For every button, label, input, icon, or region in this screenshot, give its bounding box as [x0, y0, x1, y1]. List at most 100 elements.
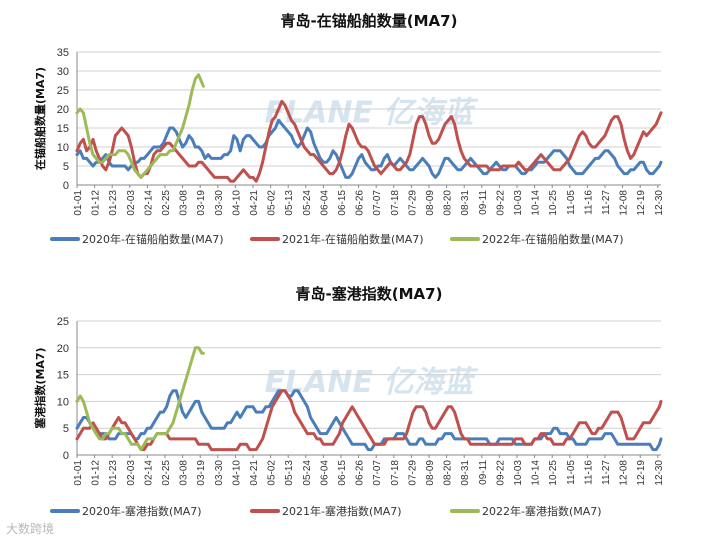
- x-tick-label: 01-12: [91, 460, 102, 486]
- x-tick-label: 01-23: [108, 190, 119, 216]
- x-tick-label: 12-30: [654, 190, 665, 216]
- x-tick-label: 11-27: [601, 190, 612, 215]
- y-tick-label: 15: [57, 370, 69, 382]
- y-tick-label: 5: [63, 423, 69, 435]
- y-tick-label: 30: [57, 66, 69, 78]
- x-tick-label: 02-14: [143, 460, 154, 486]
- series-line-1: [75, 389, 663, 452]
- x-tick-label: 08-31: [460, 460, 471, 486]
- series-line-3: [75, 73, 205, 179]
- x-tick-label: 11-27: [601, 460, 612, 485]
- x-tick-label: 12-08: [619, 190, 630, 216]
- series-line-1: [75, 118, 663, 179]
- x-tick-label: 02-25: [161, 460, 172, 486]
- y-tick-label: 20: [57, 343, 69, 355]
- legend-label-1: 2020年-塞港指数(MA7): [82, 504, 202, 518]
- y-tick-label: 10: [57, 396, 69, 408]
- x-tick-label: 07-29: [407, 460, 418, 486]
- x-tick-label: 08-20: [443, 460, 454, 486]
- x-tick-label: 05-02: [267, 190, 278, 216]
- x-tick-label: 05-13: [284, 190, 295, 216]
- x-tick-label: 12-19: [636, 190, 647, 216]
- x-tick-label: 03-08: [179, 190, 190, 216]
- x-tick-label: 02-03: [126, 190, 137, 216]
- chart-title: 青岛-在锚船舶数量(MA7): [281, 12, 458, 30]
- x-tick-label: 04-21: [249, 190, 260, 216]
- y-tick-label: 25: [57, 85, 69, 97]
- x-tick-label: 03-08: [179, 460, 190, 486]
- legend-label-2: 2021年-塞港指数(MA7): [282, 504, 402, 518]
- y-tick-label: 0: [63, 450, 69, 462]
- y-tick-label: 35: [57, 47, 69, 59]
- chart-panel-1: ELANE 亿海蓝 0 5 10 15 20 25 30 35 01-01 01-12 01-23 02…: [33, 12, 665, 246]
- legend-label-2: 2021年-在锚船舶数量(MA7): [282, 232, 424, 246]
- x-tick-label: 08-20: [443, 190, 454, 216]
- x-tick-label: 05-24: [302, 190, 313, 216]
- x-tick-label: 10-25: [548, 460, 559, 486]
- x-tick-label: 07-18: [390, 190, 401, 216]
- x-tick-label: 06-26: [355, 460, 366, 486]
- x-tick-label: 10-25: [548, 190, 559, 216]
- legend-label-3: 2022年-在锚船舶数量(MA7): [482, 232, 624, 246]
- x-tick-label: 11-16: [583, 190, 594, 215]
- x-tick-label: 10-03: [513, 190, 524, 216]
- x-tick-label: 07-07: [372, 460, 383, 486]
- y-tick-label: 20: [57, 104, 69, 116]
- chart-panel-2: ELANE 亿海蓝 0 5 10 15 20 25 01-01 01-12 01-23 02-03 0…: [33, 285, 665, 518]
- x-tick-label: 11-05: [566, 190, 577, 215]
- x-tick-label: 03-19: [196, 190, 207, 216]
- x-tick-label: 11-16: [583, 460, 594, 485]
- x-tick-label: 04-10: [231, 460, 242, 486]
- x-tick-label: 07-07: [372, 190, 383, 216]
- x-tick-label: 09-11: [478, 190, 489, 215]
- x-tick-label: 03-30: [214, 190, 225, 216]
- x-tick-label: 12-08: [619, 460, 630, 486]
- x-tick-label: 09-22: [495, 190, 506, 216]
- x-tick-label: 03-19: [196, 460, 207, 486]
- x-tick-label: 03-30: [214, 460, 225, 486]
- x-tick-label: 01-23: [108, 460, 119, 486]
- y-tick-label: 25: [57, 316, 69, 328]
- x-tick-label: 06-04: [319, 190, 330, 216]
- x-tick-label: 05-02: [267, 460, 278, 486]
- chart-title: 青岛-塞港指数(MA7): [296, 285, 443, 303]
- x-tick-label: 07-18: [390, 460, 401, 486]
- y-tick-label: 10: [57, 142, 69, 154]
- x-tick-label: 10-14: [531, 190, 542, 216]
- series-line-3: [75, 346, 205, 452]
- y-tick-label: 5: [63, 161, 69, 173]
- x-tick-label: 09-22: [495, 460, 506, 486]
- x-tick-label: 01-01: [73, 190, 84, 216]
- x-tick-label: 08-31: [460, 190, 471, 216]
- x-tick-label: 04-10: [231, 190, 242, 216]
- x-tick-label: 12-30: [654, 460, 665, 486]
- y-tick-label: 15: [57, 123, 69, 135]
- series-line-2: [75, 389, 663, 452]
- x-tick-label: 06-15: [337, 460, 348, 486]
- x-tick-label: 05-13: [284, 460, 295, 486]
- x-tick-label: 06-04: [319, 460, 330, 486]
- y-tick-label: 0: [63, 180, 69, 192]
- x-tick-label: 09-11: [478, 460, 489, 485]
- elane-watermark: ELANE 亿海蓝: [265, 365, 479, 400]
- x-tick-label: 04-21: [249, 460, 260, 486]
- x-tick-label: 11-05: [566, 460, 577, 485]
- x-tick-label: 07-29: [407, 190, 418, 216]
- x-tick-label: 10-14: [531, 460, 542, 486]
- x-tick-label: 05-24: [302, 460, 313, 486]
- x-tick-label: 02-14: [143, 190, 154, 216]
- legend-label-1: 2020年-在锚船舶数量(MA7): [82, 232, 224, 246]
- x-tick-label: 10-03: [513, 460, 524, 486]
- x-tick-label: 01-01: [73, 460, 84, 486]
- x-tick-label: 12-19: [636, 460, 647, 486]
- x-tick-label: 08-09: [425, 460, 436, 486]
- elane-watermark: ELANE 亿海蓝: [265, 96, 479, 131]
- x-tick-label: 02-03: [126, 460, 137, 486]
- footer-watermark: 大数跨境: [6, 522, 55, 536]
- x-tick-label: 02-25: [161, 190, 172, 216]
- y-axis-label: 在锚船舶数量(MA7): [33, 67, 47, 170]
- x-tick-label: 08-09: [425, 190, 436, 216]
- x-tick-label: 06-26: [355, 190, 366, 216]
- legend-label-3: 2022年-塞港指数(MA7): [482, 504, 602, 518]
